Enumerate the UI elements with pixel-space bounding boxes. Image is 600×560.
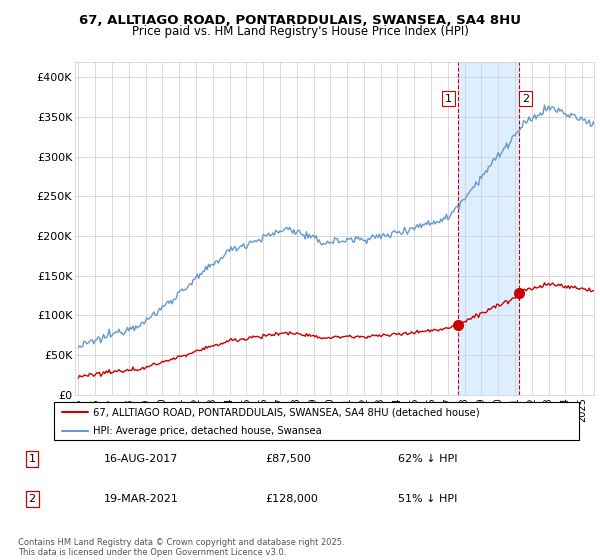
Text: 1: 1 — [445, 94, 452, 104]
Text: 51% ↓ HPI: 51% ↓ HPI — [398, 494, 457, 504]
Bar — [458, 62, 518, 395]
Text: HPI: Average price, detached house, Swansea: HPI: Average price, detached house, Swan… — [94, 426, 322, 436]
Text: 2: 2 — [522, 94, 529, 104]
Text: Contains HM Land Registry data © Crown copyright and database right 2025.
This d: Contains HM Land Registry data © Crown c… — [18, 538, 344, 557]
Text: 67, ALLTIAGO ROAD, PONTARDDULAIS, SWANSEA, SA4 8HU (detached house): 67, ALLTIAGO ROAD, PONTARDDULAIS, SWANSE… — [94, 407, 480, 417]
Text: £87,500: £87,500 — [265, 454, 311, 464]
Text: £128,000: £128,000 — [265, 494, 319, 504]
Text: 62% ↓ HPI: 62% ↓ HPI — [398, 454, 457, 464]
Text: 67, ALLTIAGO ROAD, PONTARDDULAIS, SWANSEA, SA4 8HU: 67, ALLTIAGO ROAD, PONTARDDULAIS, SWANSE… — [79, 14, 521, 27]
Text: 1: 1 — [29, 454, 35, 464]
Text: 19-MAR-2021: 19-MAR-2021 — [104, 494, 179, 504]
Text: 16-AUG-2017: 16-AUG-2017 — [104, 454, 179, 464]
Text: 2: 2 — [29, 494, 36, 504]
Text: Price paid vs. HM Land Registry's House Price Index (HPI): Price paid vs. HM Land Registry's House … — [131, 25, 469, 38]
